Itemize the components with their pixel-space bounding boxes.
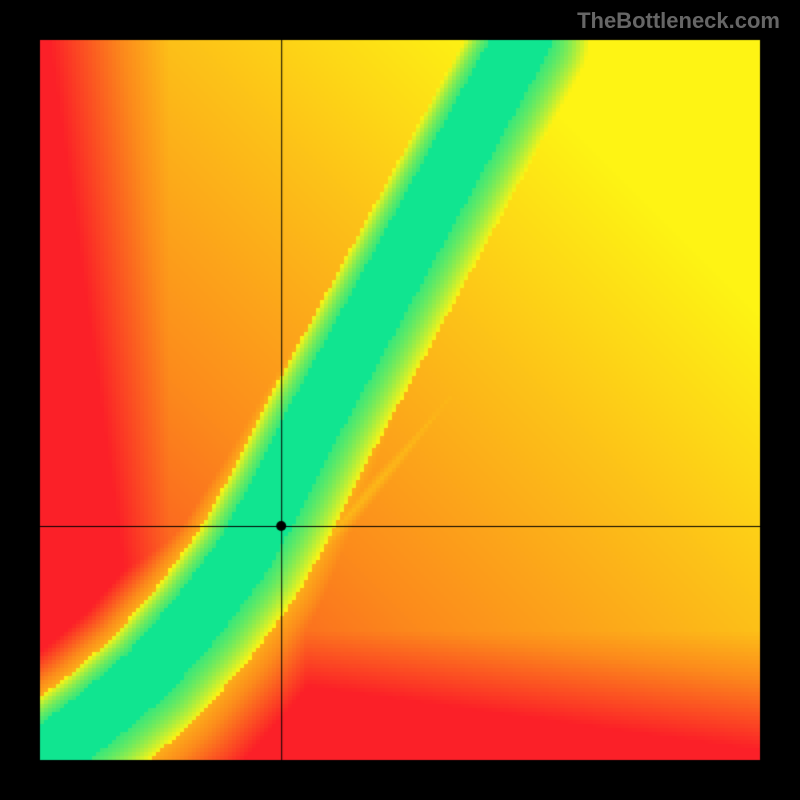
heatmap-canvas <box>0 0 800 800</box>
chart-container: TheBottleneck.com <box>0 0 800 800</box>
watermark-text: TheBottleneck.com <box>577 8 780 34</box>
